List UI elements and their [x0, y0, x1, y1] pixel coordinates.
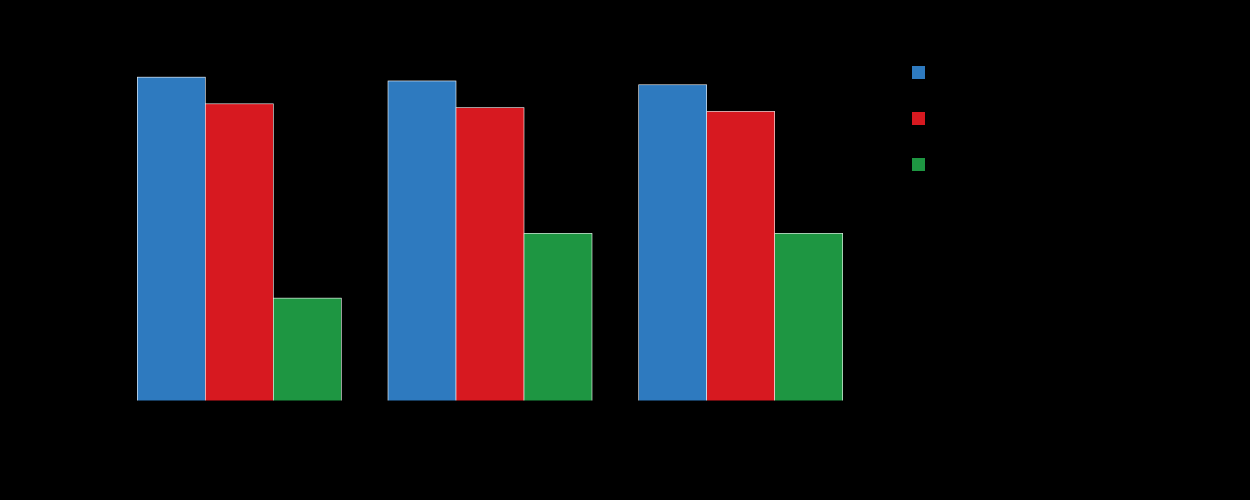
bar: [638, 84, 707, 402]
y-tick-label: 80%: [78, 88, 106, 104]
y-tick-label: 50%: [78, 203, 106, 219]
legend-label: Andel elever som slutförde gymnasiestudie…: [930, 111, 1170, 152]
y-tick-label: 20%: [78, 317, 106, 333]
legend-swatch: [912, 112, 925, 125]
y-tick-label: 40%: [78, 241, 106, 257]
y-tick-label: 30%: [78, 279, 106, 295]
legend: Andel elever som slutförde gymnasiestudie…: [912, 65, 1232, 198]
legend-swatch: [912, 158, 925, 171]
bar: [774, 233, 843, 402]
bar: [273, 297, 342, 402]
y-axis: 0% 10% 20% 30% 40% 50% 60% 70% 80% 90% 100%: [70, 12, 115, 409]
y-tick-label: 70%: [78, 126, 106, 142]
y-tick-label: 10%: [78, 355, 106, 371]
y-tick-label: 60%: [78, 164, 106, 180]
legend-swatch: [912, 66, 925, 79]
legend-label: Andel som påbörjat högskolestudie inom 3…: [930, 156, 1232, 198]
bar: [706, 111, 775, 402]
y-tick-label: 100%: [70, 12, 106, 28]
legend-label: Andel elever som slutförde gymnasiestudie…: [930, 65, 1175, 106]
bar: [137, 76, 206, 402]
bars-group: [137, 76, 843, 402]
y-tick-label: 90%: [78, 50, 106, 66]
y-tick-label: 0%: [86, 393, 106, 409]
bar: [387, 80, 457, 402]
bar: [455, 107, 525, 402]
bar: [205, 103, 274, 402]
bar: [523, 233, 593, 402]
